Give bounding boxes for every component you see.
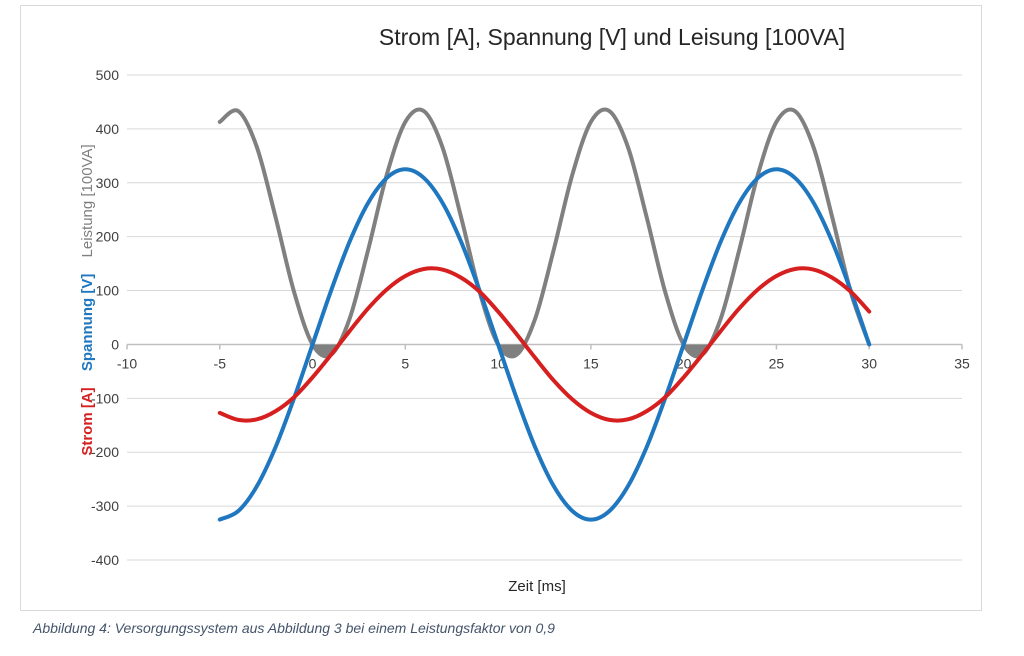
y-tick-label: -200 [91, 444, 119, 460]
x-tick-label: 15 [583, 355, 599, 371]
x-tick-label: -10 [117, 355, 137, 371]
x-tick-label: 5 [401, 355, 409, 371]
y-tick-label: 200 [96, 229, 120, 245]
y-label-leistung: Leistung [100VA] [79, 144, 96, 257]
y-tick-label: -400 [91, 552, 119, 568]
x-tick-label: 35 [954, 355, 970, 371]
y-axis-label: Strom [A] Spannung [V] Leistung [100VA] [79, 144, 96, 455]
figure-caption: Abbildung 4: Versorgungssystem aus Abbil… [33, 620, 555, 636]
y-tick-label: 300 [96, 175, 120, 191]
y-tick-label: 500 [96, 67, 120, 83]
x-tick-label: 30 [861, 355, 877, 371]
y-tick-label: 100 [96, 283, 120, 299]
y-tick-label: 400 [96, 121, 120, 137]
x-axis-label: Zeit [ms] [508, 578, 566, 595]
chart-title: Strom [A], Spannung [V] und Leisung [100… [379, 24, 845, 50]
current-series-line [217, 266, 872, 423]
x-tick-label: 25 [769, 355, 785, 371]
chart-frame [20, 5, 982, 611]
x-tick-label: -5 [214, 355, 227, 371]
x-tick-label: 0 [309, 355, 317, 371]
power-series-line [217, 107, 872, 359]
voltage-series-line [217, 167, 872, 522]
y-label-strom: Strom [A] [79, 387, 96, 455]
y-tick-label: 0 [111, 336, 119, 352]
power-negative-fill [312, 344, 710, 357]
y-tick-label: -300 [91, 498, 119, 514]
y-label-spannung: Spannung [V] [79, 274, 96, 372]
y-tick-label: -100 [91, 390, 119, 406]
